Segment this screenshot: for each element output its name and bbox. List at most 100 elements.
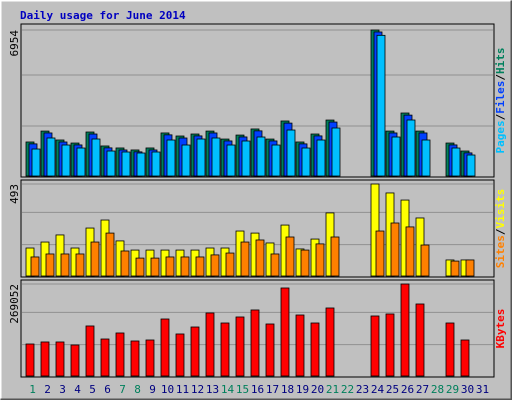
bar	[370, 183, 380, 277]
bar	[160, 318, 170, 377]
bar	[60, 253, 70, 277]
x-tick-label: 28	[431, 383, 444, 396]
bar	[136, 152, 146, 177]
x-tick-label: 6	[104, 383, 111, 396]
bar	[421, 139, 431, 177]
chart-title: Daily usage for June 2014	[20, 9, 186, 22]
x-tick-label: 17	[266, 383, 279, 396]
bar	[235, 316, 245, 377]
bar	[30, 256, 40, 277]
x-tick-label: 19	[296, 383, 309, 396]
bar	[40, 341, 50, 377]
bar	[315, 243, 325, 277]
x-tick-label: 4	[74, 383, 81, 396]
x-tick-label: 26	[401, 383, 414, 396]
bar	[46, 137, 56, 177]
x-tick-label: 25	[386, 383, 399, 396]
bar	[325, 307, 335, 377]
bar	[405, 226, 415, 277]
bar	[385, 313, 395, 377]
bar	[55, 341, 65, 377]
bar	[415, 303, 425, 377]
x-tick-label: 11	[176, 383, 189, 396]
x-tick-label: 8	[134, 383, 141, 396]
bar	[195, 256, 205, 277]
bar	[301, 147, 311, 177]
bar	[166, 139, 176, 177]
x-tick-label: 9	[149, 383, 156, 396]
bar	[316, 139, 326, 177]
bar	[220, 322, 230, 377]
x-tick-label: 22	[341, 383, 354, 396]
bar	[115, 332, 125, 377]
bar	[465, 259, 475, 277]
legend-separator: /	[494, 113, 507, 120]
bar	[391, 136, 401, 177]
bar	[420, 244, 430, 277]
bar	[265, 323, 275, 377]
y-tick-label: 493	[8, 184, 21, 204]
bar	[175, 333, 185, 377]
bar	[121, 151, 131, 177]
bar	[280, 287, 290, 377]
bar	[90, 241, 100, 277]
bar	[256, 136, 266, 177]
x-tick-label: 1	[29, 383, 36, 396]
legend-entry: Sites	[494, 235, 507, 268]
bar	[370, 315, 380, 377]
bar	[31, 148, 41, 177]
plot-area: 6954Pages/Files/Hits493Sites/Visits26905…	[8, 23, 507, 396]
bar	[150, 257, 160, 277]
y-tick-label: 269052	[8, 284, 21, 324]
bar	[205, 312, 215, 377]
bar	[466, 154, 476, 177]
bar	[390, 222, 400, 277]
bar	[196, 138, 206, 177]
bar	[225, 252, 235, 277]
bar	[310, 322, 320, 377]
legend: KBytes	[494, 309, 507, 349]
legend-entry: Pages	[494, 120, 507, 153]
x-tick-label: 27	[416, 383, 429, 396]
bar	[255, 239, 265, 277]
bar	[45, 253, 55, 277]
legend-entry: KBytes	[494, 309, 507, 349]
legend-entry: Files	[494, 81, 507, 114]
bar	[91, 138, 101, 177]
bar	[300, 249, 310, 277]
legend: Sites/Visits	[494, 189, 507, 269]
bar	[460, 339, 470, 377]
bar	[190, 326, 200, 377]
x-tick-label: 31	[476, 383, 489, 396]
bar	[165, 256, 175, 277]
bar	[451, 147, 461, 177]
bar	[25, 343, 35, 377]
bar	[295, 314, 305, 377]
legend: Pages/Files/Hits	[494, 48, 507, 154]
x-tick-label: 23	[356, 383, 369, 396]
bar	[61, 144, 71, 177]
x-tick-label: 3	[59, 383, 66, 396]
bar	[210, 254, 220, 277]
bar	[135, 257, 145, 277]
bar	[151, 151, 161, 177]
bar	[211, 137, 221, 177]
x-tick-label: 29	[446, 383, 459, 396]
bar	[286, 129, 296, 177]
bar	[375, 230, 385, 277]
x-tick-label: 14	[221, 383, 235, 396]
bar	[285, 236, 295, 277]
bar	[241, 140, 251, 177]
x-tick-label: 30	[461, 383, 474, 396]
bar	[106, 150, 116, 177]
legend-separator: /	[494, 74, 507, 81]
bar	[145, 339, 155, 377]
x-tick-label: 7	[119, 383, 126, 396]
x-tick-label: 20	[311, 383, 324, 396]
x-tick-label: 16	[251, 383, 264, 396]
bar	[271, 144, 281, 177]
x-tick-label: 13	[206, 383, 219, 396]
bar	[76, 147, 86, 177]
bar	[450, 260, 460, 277]
